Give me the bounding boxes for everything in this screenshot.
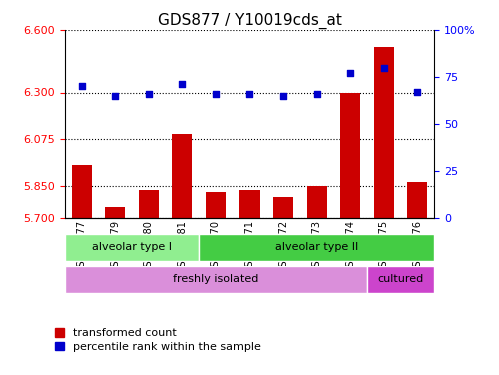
- Bar: [374, 46, 394, 217]
- Bar: [172, 134, 193, 218]
- Point: [145, 91, 153, 97]
- Point: [78, 83, 86, 89]
- Text: cultured: cultured: [377, 274, 424, 284]
- Point: [413, 89, 421, 95]
- Text: alveolar type II: alveolar type II: [275, 243, 358, 252]
- Bar: [306, 186, 327, 218]
- Title: GDS877 / Y10019cds_at: GDS877 / Y10019cds_at: [158, 12, 341, 28]
- Bar: [139, 190, 159, 217]
- Point: [246, 91, 253, 97]
- FancyBboxPatch shape: [367, 266, 434, 292]
- Point: [313, 91, 321, 97]
- Text: alveolar type I: alveolar type I: [92, 243, 172, 252]
- Bar: [273, 196, 293, 217]
- Bar: [105, 207, 125, 218]
- FancyBboxPatch shape: [199, 234, 434, 261]
- Text: freshly isolated: freshly isolated: [173, 274, 258, 284]
- FancyBboxPatch shape: [65, 234, 199, 261]
- Bar: [206, 192, 226, 217]
- Bar: [407, 182, 428, 218]
- Legend: transformed count, percentile rank within the sample: transformed count, percentile rank withi…: [55, 328, 261, 352]
- Point: [111, 93, 119, 99]
- Point: [178, 81, 186, 87]
- Point: [380, 64, 388, 70]
- Point: [279, 93, 287, 99]
- FancyBboxPatch shape: [65, 266, 367, 292]
- Bar: [340, 93, 360, 218]
- Point: [212, 91, 220, 97]
- Point: [346, 70, 354, 76]
- Bar: [71, 165, 92, 218]
- Bar: [240, 190, 259, 217]
